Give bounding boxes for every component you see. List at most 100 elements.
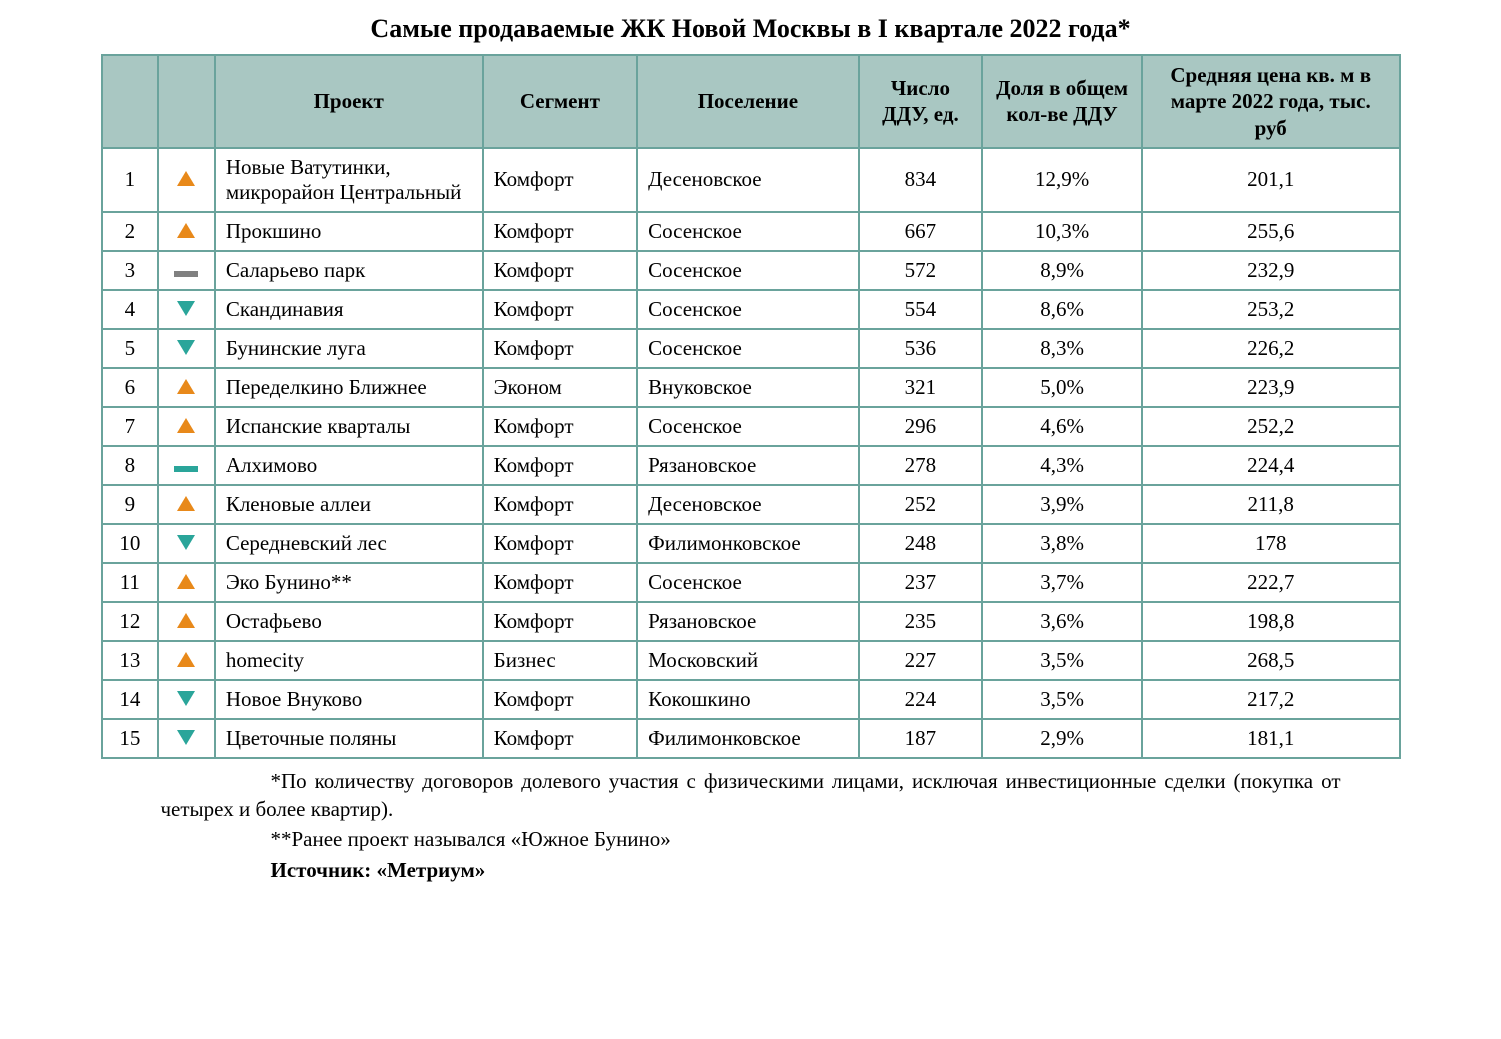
cell-trend bbox=[158, 563, 215, 602]
cell-ddu: 278 bbox=[859, 446, 983, 485]
cell-ddu: 252 bbox=[859, 485, 983, 524]
cell-settlement: Московский bbox=[637, 641, 858, 680]
cell-settlement: Сосенское bbox=[637, 407, 858, 446]
trend-up-icon bbox=[177, 496, 195, 511]
cell-share: 3,5% bbox=[982, 680, 1142, 719]
cell-segment: Комфорт bbox=[483, 446, 638, 485]
cell-project: Новые Ватутинки, микрорайон Центральный bbox=[215, 148, 483, 212]
cell-segment: Комфорт bbox=[483, 212, 638, 251]
cell-ddu: 187 bbox=[859, 719, 983, 758]
cell-project: Испанские кварталы bbox=[215, 407, 483, 446]
col-settlement: Поселение bbox=[637, 55, 858, 148]
cell-ddu: 227 bbox=[859, 641, 983, 680]
cell-rank: 2 bbox=[102, 212, 159, 251]
table-row: 14Новое ВнуковоКомфортКокошкино2243,5%21… bbox=[102, 680, 1400, 719]
cell-ddu: 321 bbox=[859, 368, 983, 407]
cell-price: 217,2 bbox=[1142, 680, 1400, 719]
cell-settlement: Десеновское bbox=[637, 148, 858, 212]
cell-price: 222,7 bbox=[1142, 563, 1400, 602]
cell-share: 4,3% bbox=[982, 446, 1142, 485]
cell-trend bbox=[158, 602, 215, 641]
cell-project: Скандинавия bbox=[215, 290, 483, 329]
cell-price: 211,8 bbox=[1142, 485, 1400, 524]
cell-trend bbox=[158, 680, 215, 719]
cell-share: 12,9% bbox=[982, 148, 1142, 212]
page-title: Самые продаваемые ЖК Новой Москвы в I кв… bbox=[101, 14, 1401, 44]
cell-ddu: 834 bbox=[859, 148, 983, 212]
cell-settlement: Сосенское bbox=[637, 251, 858, 290]
cell-share: 8,6% bbox=[982, 290, 1142, 329]
cell-rank: 5 bbox=[102, 329, 159, 368]
col-price: Средняя цена кв. м в марте 2022 года, ты… bbox=[1142, 55, 1400, 148]
cell-ddu: 248 bbox=[859, 524, 983, 563]
cell-ddu: 572 bbox=[859, 251, 983, 290]
cell-rank: 10 bbox=[102, 524, 159, 563]
cell-price: 226,2 bbox=[1142, 329, 1400, 368]
cell-trend bbox=[158, 641, 215, 680]
cell-project: Середневский лес bbox=[215, 524, 483, 563]
cell-price: 255,6 bbox=[1142, 212, 1400, 251]
cell-settlement: Рязановское bbox=[637, 602, 858, 641]
cell-trend bbox=[158, 485, 215, 524]
cell-price: 252,2 bbox=[1142, 407, 1400, 446]
cell-rank: 15 bbox=[102, 719, 159, 758]
cell-settlement: Десеновское bbox=[637, 485, 858, 524]
cell-segment: Комфорт bbox=[483, 148, 638, 212]
cell-trend bbox=[158, 148, 215, 212]
table-row: 5Бунинские лугаКомфортСосенское5368,3%22… bbox=[102, 329, 1400, 368]
cell-trend bbox=[158, 329, 215, 368]
cell-rank: 8 bbox=[102, 446, 159, 485]
cell-project: Эко Бунино** bbox=[215, 563, 483, 602]
cell-project: Новое Внуково bbox=[215, 680, 483, 719]
trend-up-icon bbox=[177, 223, 195, 238]
cell-share: 3,5% bbox=[982, 641, 1142, 680]
cell-settlement: Сосенское bbox=[637, 329, 858, 368]
cell-project: Алхимово bbox=[215, 446, 483, 485]
cell-segment: Бизнес bbox=[483, 641, 638, 680]
trend-up-icon bbox=[177, 418, 195, 433]
cell-rank: 3 bbox=[102, 251, 159, 290]
table-row: 6Переделкино БлижнееЭкономВнуковское3215… bbox=[102, 368, 1400, 407]
cell-settlement: Внуковское bbox=[637, 368, 858, 407]
cell-price: 178 bbox=[1142, 524, 1400, 563]
col-rank-blank bbox=[102, 55, 159, 148]
cell-rank: 4 bbox=[102, 290, 159, 329]
cell-trend bbox=[158, 719, 215, 758]
col-project: Проект bbox=[215, 55, 483, 148]
cell-segment: Комфорт bbox=[483, 602, 638, 641]
table-row: 8АлхимовоКомфортРязановское2784,3%224,4 bbox=[102, 446, 1400, 485]
table-row: 13homecityБизнесМосковский2273,5%268,5 bbox=[102, 641, 1400, 680]
cell-project: Бунинские луга bbox=[215, 329, 483, 368]
cell-project: Прокшино bbox=[215, 212, 483, 251]
cell-trend bbox=[158, 251, 215, 290]
cell-ddu: 554 bbox=[859, 290, 983, 329]
cell-ddu: 296 bbox=[859, 407, 983, 446]
cell-settlement: Филимонковское bbox=[637, 524, 858, 563]
cell-share: 3,6% bbox=[982, 602, 1142, 641]
cell-ddu: 667 bbox=[859, 212, 983, 251]
cell-trend bbox=[158, 368, 215, 407]
cell-segment: Комфорт bbox=[483, 680, 638, 719]
cell-settlement: Филимонковское bbox=[637, 719, 858, 758]
cell-settlement: Рязановское bbox=[637, 446, 858, 485]
cell-rank: 14 bbox=[102, 680, 159, 719]
trend-down-icon bbox=[177, 730, 195, 745]
table-row: 9Кленовые аллеиКомфортДесеновское2523,9%… bbox=[102, 485, 1400, 524]
col-segment: Сегмент bbox=[483, 55, 638, 148]
cell-price: 198,8 bbox=[1142, 602, 1400, 641]
footnotes: *По количеству договоров долевого участи… bbox=[161, 767, 1341, 884]
table-row: 7Испанские кварталыКомфортСосенское2964,… bbox=[102, 407, 1400, 446]
cell-trend bbox=[158, 524, 215, 563]
trend-up-icon bbox=[177, 379, 195, 394]
table-row: 12ОстафьевоКомфортРязановское2353,6%198,… bbox=[102, 602, 1400, 641]
col-trend-blank bbox=[158, 55, 215, 148]
trend-up-icon bbox=[177, 652, 195, 667]
cell-share: 3,9% bbox=[982, 485, 1142, 524]
cell-ddu: 235 bbox=[859, 602, 983, 641]
cell-trend bbox=[158, 446, 215, 485]
cell-rank: 12 bbox=[102, 602, 159, 641]
cell-project: Саларьево парк bbox=[215, 251, 483, 290]
table-header-row: Проект Сегмент Поселение Число ДДУ, ед. … bbox=[102, 55, 1400, 148]
cell-settlement: Сосенское bbox=[637, 563, 858, 602]
trend-up-icon bbox=[177, 574, 195, 589]
